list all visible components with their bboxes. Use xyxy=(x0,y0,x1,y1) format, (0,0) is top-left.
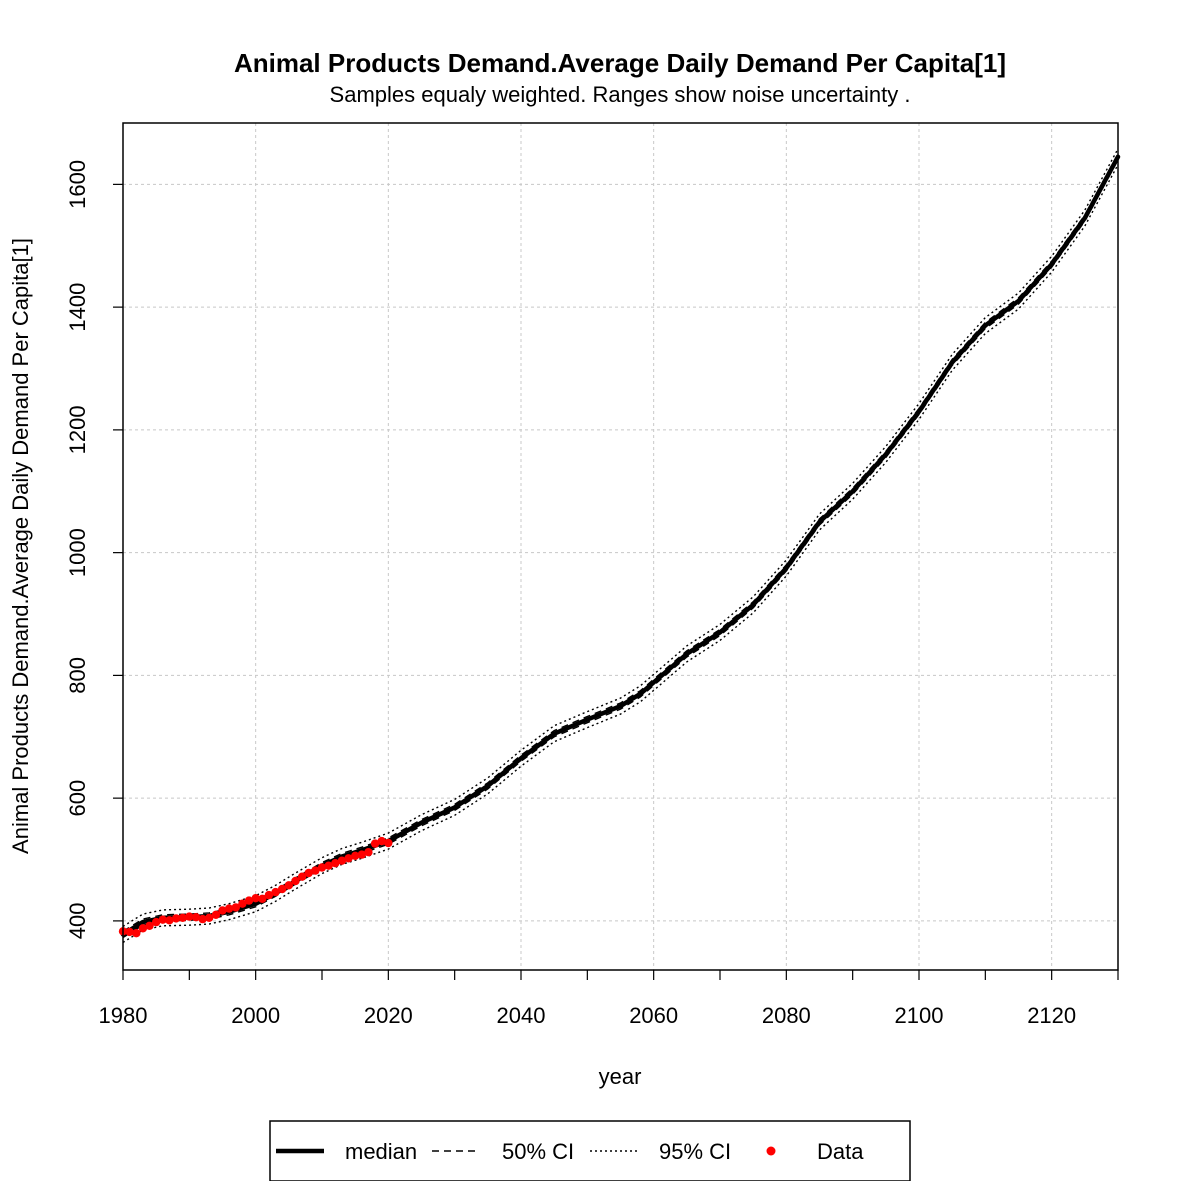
y-tick-label-1200: 1200 xyxy=(65,405,90,454)
x-tick-label-1980: 1980 xyxy=(99,1003,148,1028)
series-lines xyxy=(120,154,1121,937)
plot-frame xyxy=(122,122,1119,971)
y-tick-label-1000: 1000 xyxy=(65,528,90,577)
y-tick-label-800: 800 xyxy=(65,657,90,694)
data-point-2003 xyxy=(271,887,280,897)
data-point-1999 xyxy=(244,896,254,905)
data-point-1981 xyxy=(125,927,134,937)
data-point-1988 xyxy=(171,914,181,923)
legend-swatch-data xyxy=(766,1146,776,1156)
data-point-2020 xyxy=(384,838,393,848)
data-point-2009 xyxy=(311,866,320,875)
data-point-2012 xyxy=(331,859,340,868)
x-tick-label-2000: 2000 xyxy=(231,1003,280,1028)
data-point-2017 xyxy=(364,848,373,857)
legend-label-data: Data xyxy=(817,1139,864,1164)
data-point-2013 xyxy=(337,856,347,865)
x-tick-label-2100: 2100 xyxy=(895,1003,944,1028)
legend-label-median: median xyxy=(345,1139,417,1164)
data-point-1989 xyxy=(178,913,187,922)
data-point-2004 xyxy=(278,884,287,894)
data-point-1990 xyxy=(185,912,194,921)
legend-label-95ci: 95% CI xyxy=(659,1139,731,1164)
data-point-1984 xyxy=(145,921,154,930)
x-axis-label: year xyxy=(599,1064,642,1089)
data-point-2001 xyxy=(258,894,267,903)
data-point-1986 xyxy=(158,915,167,924)
y-axis: 400 600 800 1000 1200 1400 1600 xyxy=(65,160,123,939)
data-point-2019 xyxy=(377,836,386,846)
y-tick-label-600: 600 xyxy=(65,780,90,817)
data-point-1985 xyxy=(152,917,161,927)
x-tick-label-2060: 2060 xyxy=(629,1003,678,1028)
data-point-2006 xyxy=(291,876,300,886)
data-point-2014 xyxy=(344,854,353,863)
x-axis: 1980 2000 2020 2040 2060 2080 2100 2120 xyxy=(99,970,1119,1028)
data-point-1992 xyxy=(198,914,207,924)
y-axis-label: Animal Products Demand.Average Daily Dem… xyxy=(8,238,33,854)
data-point-2015 xyxy=(351,851,360,860)
x-tick-label-2080: 2080 xyxy=(762,1003,811,1028)
data-point-2005 xyxy=(284,881,293,890)
data-point-2002 xyxy=(264,890,274,900)
data-point-2011 xyxy=(324,861,333,870)
data-point-1998 xyxy=(238,899,247,908)
data-point-2007 xyxy=(297,872,307,881)
data-point-2018 xyxy=(370,839,380,848)
y-tick-label-1400: 1400 xyxy=(65,283,90,332)
x-tick-label-2020: 2020 xyxy=(364,1003,413,1028)
data-point-2010 xyxy=(317,863,327,872)
chart-title: Animal Products Demand.Average Daily Dem… xyxy=(234,48,1006,78)
y-tick-label-400: 400 xyxy=(65,903,90,940)
x-tick-label-2040: 2040 xyxy=(497,1003,546,1028)
chart-subtitle: Samples equaly weighted. Ranges show noi… xyxy=(330,82,911,107)
data-point-1997 xyxy=(231,903,240,912)
data-point-2008 xyxy=(304,868,313,878)
data-point-1996 xyxy=(224,904,234,913)
data-point-1991 xyxy=(191,913,201,922)
grid-lines xyxy=(122,123,1118,970)
x-tick-label-2120: 2120 xyxy=(1027,1003,1076,1028)
series-line-median xyxy=(120,154,1121,937)
data-point-2016 xyxy=(357,850,366,859)
legend-label-50ci: 50% CI xyxy=(502,1139,574,1164)
data-point-1983 xyxy=(138,924,148,933)
legend: median 50% CI 95% CI Data xyxy=(269,1120,911,1181)
data-point-1995 xyxy=(218,906,227,915)
data-point-1993 xyxy=(205,913,214,922)
y-tick-label-1600: 1600 xyxy=(65,160,90,209)
data-point-1987 xyxy=(165,916,174,925)
data-points xyxy=(118,836,393,938)
data-point-2000 xyxy=(251,894,260,903)
data-point-1982 xyxy=(132,929,141,938)
data-point-1994 xyxy=(211,910,221,919)
